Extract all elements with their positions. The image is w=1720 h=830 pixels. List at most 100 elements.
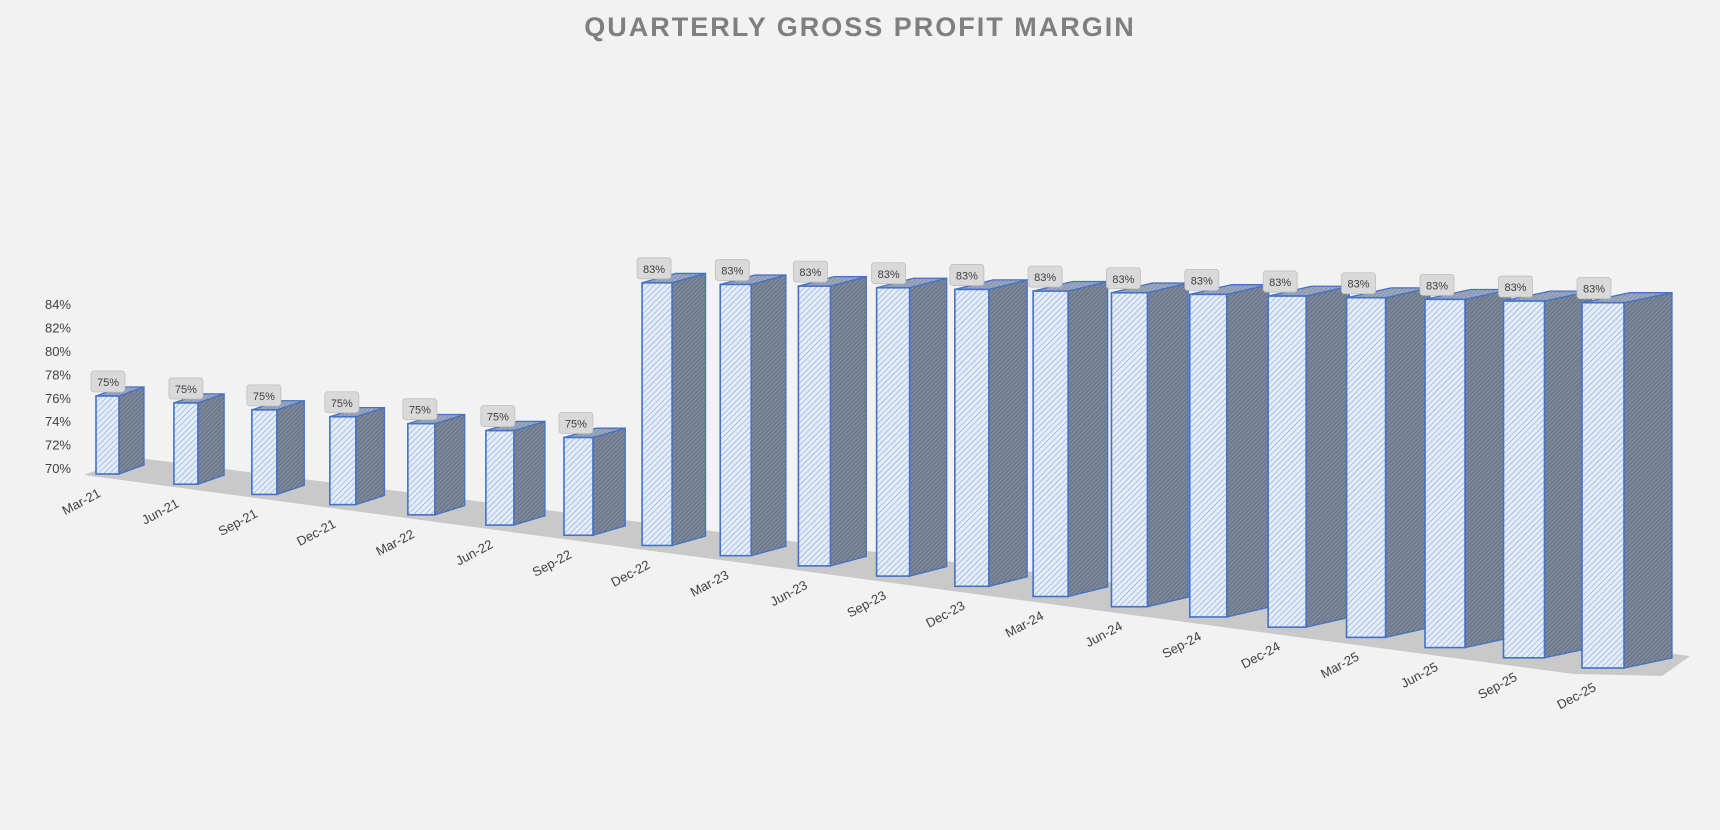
data-label-text: 83% — [799, 267, 821, 279]
data-label-text: 83% — [1034, 272, 1056, 284]
data-label: 83% — [1498, 275, 1533, 298]
data-label-text: 75% — [97, 377, 119, 389]
bar-front — [563, 436, 594, 537]
bar — [1424, 288, 1512, 649]
data-label-text: 83% — [878, 269, 900, 281]
data-label: 83% — [1027, 265, 1063, 288]
data-label-text: 75% — [487, 412, 509, 424]
bar-side — [197, 392, 225, 486]
data-label-box — [402, 398, 438, 421]
bar-front — [485, 429, 515, 526]
bar-front — [95, 395, 120, 475]
data-label-box — [90, 370, 126, 393]
x-tick-label: Dec-21 — [294, 516, 338, 549]
y-tick-label: 80% — [45, 344, 71, 359]
data-label: 83% — [1184, 269, 1220, 291]
y-tick-label: 70% — [45, 461, 71, 476]
data-labels: 75% 75% 75% 75% 75% 75% 75% 83% 83% 83% 83% 83% 83% 8… — [90, 257, 1612, 434]
chart-title: QUARTERLY GROSS PROFIT MARGIN — [584, 12, 1136, 42]
bar-side — [1384, 287, 1431, 639]
bar-side — [829, 275, 867, 567]
bar-side — [1146, 282, 1189, 608]
y-axis: 70% 72% 74% 76% 78% 80% 82% 84% — [45, 297, 71, 476]
bar-front — [251, 409, 278, 496]
x-tick-label: Dec-22 — [608, 557, 652, 590]
bar — [797, 275, 867, 567]
bar-side — [750, 274, 787, 557]
data-label: 75% — [246, 384, 282, 407]
bar — [329, 406, 386, 506]
bar-front — [1110, 291, 1149, 608]
data-label-box — [792, 260, 828, 283]
bar — [95, 386, 145, 475]
bar-side — [513, 420, 546, 526]
bar-front — [329, 415, 357, 506]
bar — [563, 427, 626, 537]
data-label: 83% — [1341, 272, 1376, 295]
data-label: 75% — [480, 405, 516, 428]
bar — [173, 392, 225, 486]
bar-side — [355, 406, 386, 506]
bar-side — [592, 427, 626, 537]
data-label: 83% — [1262, 270, 1298, 293]
x-tick-label: Sep-25 — [1475, 669, 1519, 702]
bar-side — [1305, 285, 1350, 628]
bar — [485, 420, 546, 526]
x-tick-label: Sep-24 — [1160, 628, 1204, 661]
data-label: 75% — [90, 370, 126, 393]
bar — [641, 272, 707, 547]
bar-front — [173, 402, 199, 486]
x-tick-label: Sep-22 — [530, 547, 574, 580]
data-label-box — [1027, 265, 1063, 288]
data-label-box — [1419, 273, 1455, 296]
bar-front — [1188, 293, 1228, 618]
data-label-box — [246, 384, 282, 407]
data-label-box — [871, 262, 907, 285]
y-tick-label: 82% — [45, 321, 71, 336]
bar-front — [1032, 290, 1069, 598]
x-tick-label: Jun-25 — [1398, 659, 1440, 691]
data-label-text: 83% — [721, 265, 743, 277]
bar-front — [1267, 295, 1307, 628]
data-label: 83% — [636, 257, 672, 280]
data-label: 75% — [402, 398, 438, 421]
bar-front — [875, 286, 911, 577]
y-tick-label: 78% — [45, 367, 71, 382]
data-label-box — [1498, 275, 1533, 298]
data-label-text: 75% — [253, 391, 275, 403]
x-tick-label: Sep-21 — [216, 506, 260, 539]
data-label: 83% — [1419, 273, 1455, 296]
x-tick-label: Mar-25 — [1318, 649, 1361, 682]
data-label-box — [1106, 267, 1141, 290]
bar-front — [954, 288, 990, 588]
bar-side — [118, 386, 145, 475]
data-label-text: 75% — [331, 398, 353, 410]
bar — [1502, 290, 1592, 659]
bar-side — [1067, 280, 1109, 598]
bar-front — [407, 422, 436, 516]
y-tick-label: 76% — [45, 391, 71, 406]
x-tick-label: Sep-23 — [844, 588, 888, 621]
x-tick-label: Dec-25 — [1554, 679, 1598, 712]
data-label-box — [714, 259, 750, 281]
data-label-text: 83% — [1269, 277, 1291, 289]
data-label-box — [1341, 272, 1376, 295]
data-label-text: 75% — [175, 384, 197, 396]
bar — [1110, 282, 1189, 608]
data-label-text: 83% — [643, 264, 665, 276]
bar-side — [1623, 291, 1673, 669]
bars — [95, 272, 1673, 669]
y-tick-label: 72% — [45, 438, 71, 453]
data-label-box — [636, 257, 672, 280]
bar-side — [671, 272, 707, 547]
data-label-box — [1184, 269, 1220, 291]
bar-front — [719, 283, 753, 557]
data-label-text: 83% — [956, 270, 978, 282]
bar — [407, 413, 466, 516]
bar — [1267, 285, 1350, 628]
bar-front — [1345, 296, 1387, 639]
x-tick-label: Jun-23 — [768, 577, 810, 609]
bar — [875, 277, 948, 577]
bar-side — [434, 413, 466, 516]
